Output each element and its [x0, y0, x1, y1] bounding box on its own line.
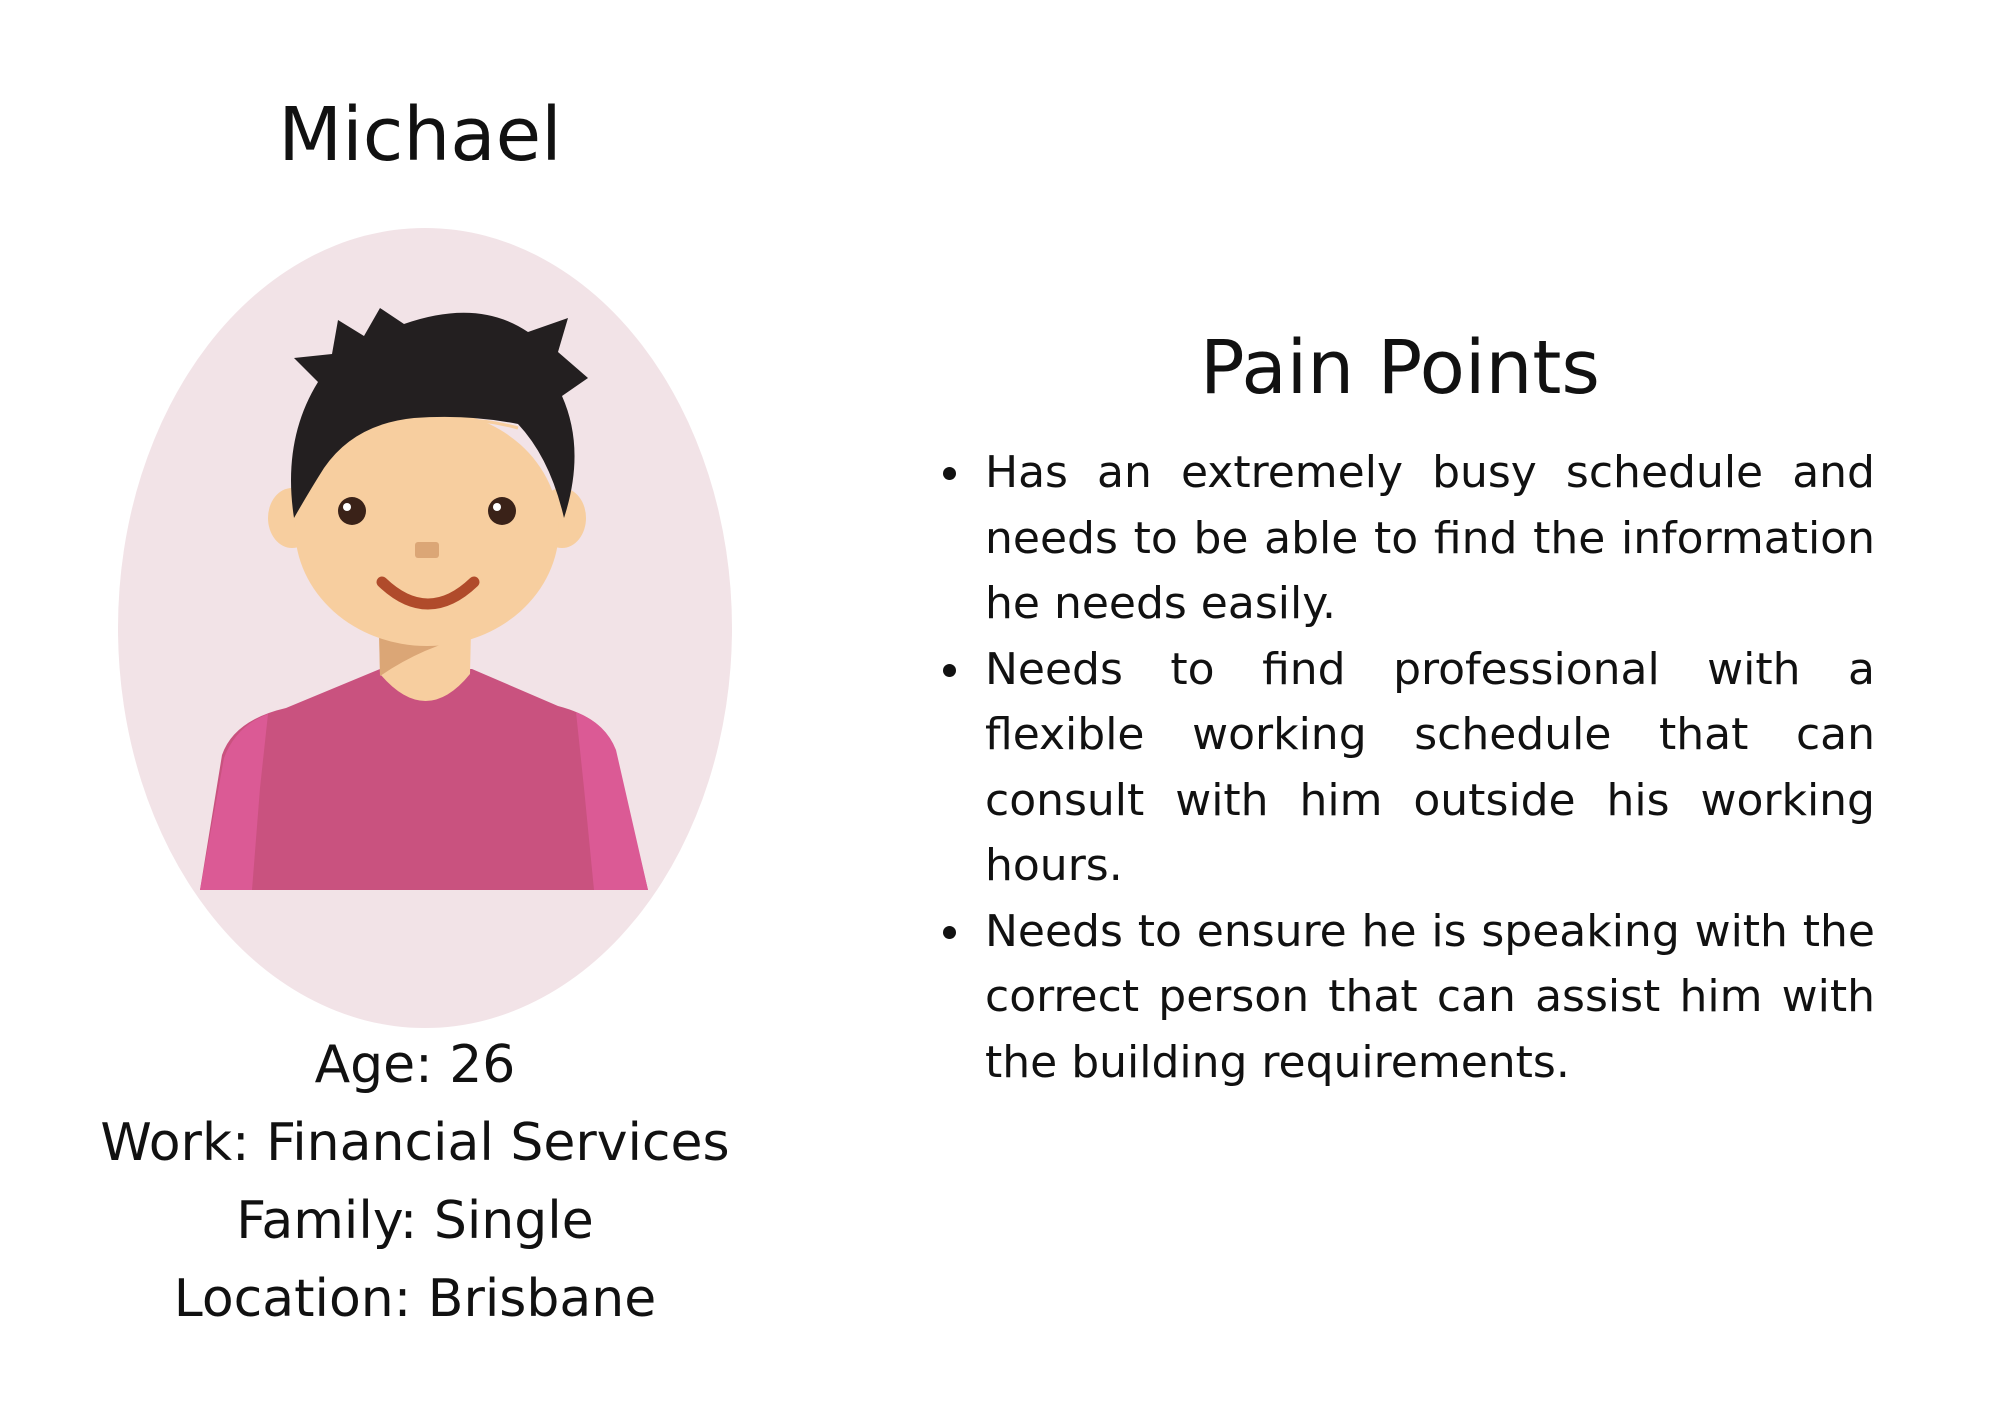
right-eye	[488, 497, 516, 525]
right-sleeve	[576, 712, 648, 890]
bullet-icon	[943, 663, 956, 677]
persona-location: Location: Brisbane	[173, 1269, 657, 1329]
pain-points-title: Pain Points	[1200, 325, 1600, 411]
left-eye	[338, 497, 366, 525]
left-sleeve	[200, 714, 268, 890]
persona-family: Family: Single	[236, 1191, 594, 1251]
bullet-icon	[943, 925, 956, 939]
pain-point-item: Needs to find professional with a flexib…	[943, 637, 1875, 899]
hair-highlight	[417, 418, 519, 430]
pain-points-list: Has an extremely busy schedule and needs…	[943, 440, 1875, 1096]
face	[295, 410, 559, 646]
nose	[415, 542, 439, 558]
pain-point-item: Needs to ensure he is speaking with the …	[943, 899, 1875, 1096]
right-eye-shine	[493, 503, 501, 511]
pain-point-text: Needs to ensure he is speaking with the …	[985, 905, 1875, 1088]
persona-details: Age: 26 Work: Financial Services Family:…	[40, 1026, 790, 1338]
shirt	[200, 669, 648, 890]
avatar	[118, 228, 732, 1028]
bullet-icon	[943, 467, 956, 480]
hair	[291, 308, 588, 518]
pain-point-text: Has an extremely busy schedule and needs…	[985, 447, 1875, 629]
persona-work: Work: Financial Services	[100, 1113, 730, 1173]
pain-point-item: Has an extremely busy schedule and needs…	[943, 440, 1875, 637]
persona-name: Michael	[278, 92, 562, 178]
persona-age: Age: 26	[314, 1035, 516, 1095]
mouth	[376, 576, 480, 610]
person-illustration	[200, 308, 648, 890]
left-eye-shine	[343, 503, 351, 511]
pain-point-text: Needs to find professional with a flexib…	[985, 643, 1875, 892]
